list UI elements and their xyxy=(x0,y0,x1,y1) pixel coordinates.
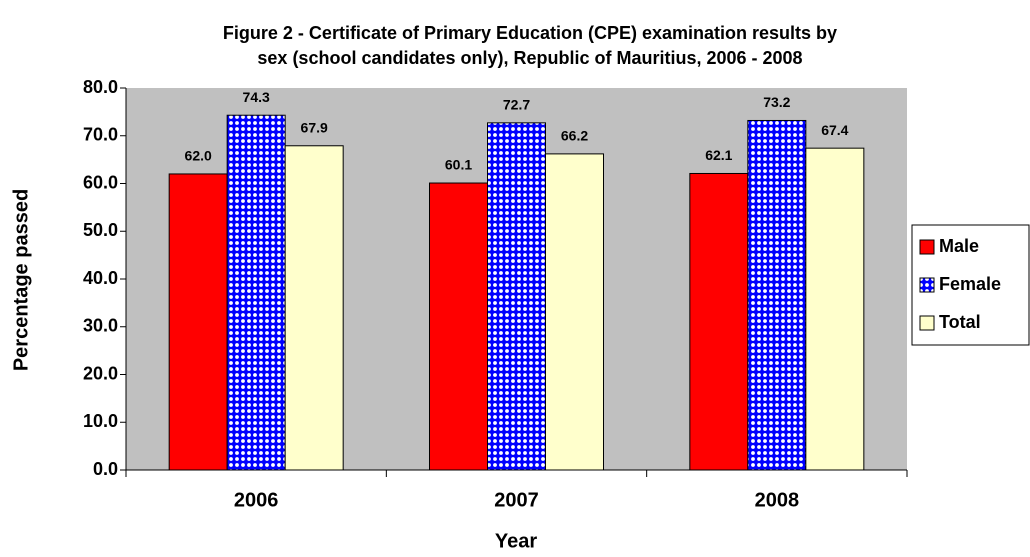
bar xyxy=(284,145,344,471)
chart-title: sex (school candidates only), Republic o… xyxy=(257,48,802,68)
bar xyxy=(429,182,488,471)
y-tick-label: 30.0 xyxy=(83,316,118,336)
data-label: 62.1 xyxy=(705,147,732,163)
data-label: 73.2 xyxy=(763,94,790,110)
legend-swatch xyxy=(919,239,935,255)
y-tick-label: 80.0 xyxy=(83,77,118,97)
legend-label: Male xyxy=(939,236,979,256)
legend-swatch xyxy=(919,315,935,331)
chart-title: Figure 2 - Certificate of Primary Educat… xyxy=(223,23,837,43)
data-label: 60.1 xyxy=(445,157,472,173)
x-tick-label: 2006 xyxy=(234,489,279,511)
y-tick-label: 20.0 xyxy=(83,363,118,383)
x-axis-label: Year xyxy=(495,530,537,552)
data-label: 74.3 xyxy=(243,89,270,105)
legend-label: Female xyxy=(939,274,1001,294)
data-label: 72.7 xyxy=(503,97,530,113)
y-tick-label: 50.0 xyxy=(83,220,118,240)
bar xyxy=(226,114,286,471)
bar xyxy=(805,147,865,471)
y-tick-label: 10.0 xyxy=(83,411,118,431)
bar xyxy=(487,122,546,471)
y-tick-label: 70.0 xyxy=(83,125,118,145)
data-label: 67.4 xyxy=(821,122,848,138)
data-label: 67.9 xyxy=(301,119,328,135)
bar xyxy=(168,173,228,471)
data-label: 62.0 xyxy=(185,148,212,164)
bar xyxy=(545,153,604,471)
y-tick-label: 40.0 xyxy=(83,268,118,288)
bar xyxy=(747,119,807,471)
legend-label: Total xyxy=(939,312,981,332)
x-tick-label: 2007 xyxy=(494,489,539,511)
y-tick-label: 60.0 xyxy=(83,172,118,192)
bar xyxy=(689,172,749,471)
y-axis-label: Percentage passed xyxy=(10,189,32,371)
x-tick-label: 2008 xyxy=(755,489,800,511)
legend-swatch xyxy=(919,277,935,293)
data-label: 66.2 xyxy=(561,128,588,144)
y-tick-label: 0.0 xyxy=(93,459,118,479)
